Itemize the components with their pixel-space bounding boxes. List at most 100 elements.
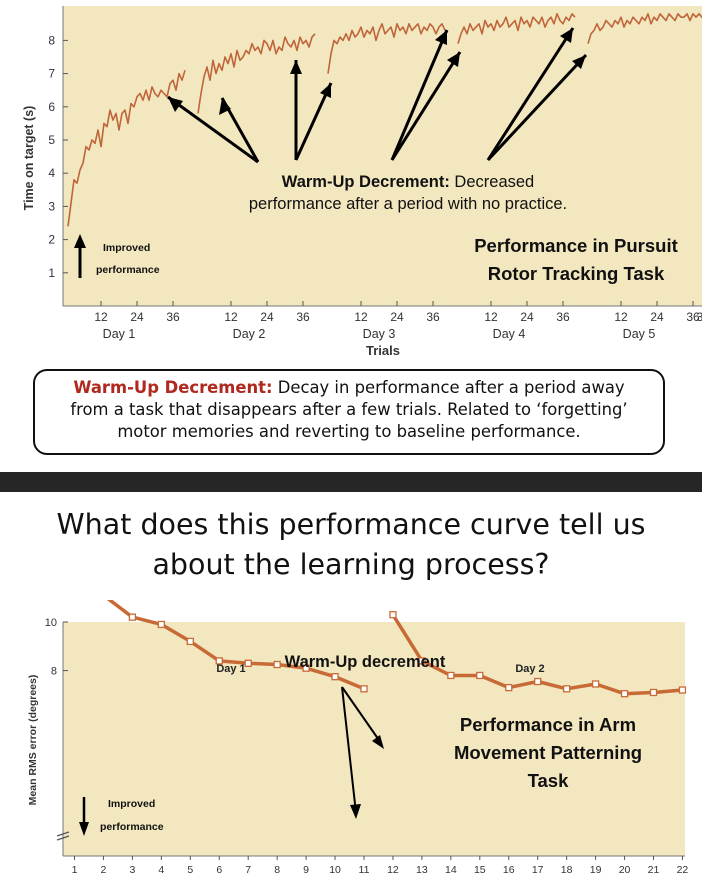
definition-box: Warm-Up Decrement: Decay in performance … (33, 369, 665, 455)
data-point-marker (186, 637, 194, 646)
annotation-text-line2: performance after a period with no pract… (249, 195, 567, 213)
x-tick-label: 1 (72, 864, 78, 876)
series-line-5 (587, 13, 702, 44)
data-point-marker (389, 611, 397, 619)
x-tick-label: 13 (416, 864, 428, 876)
day1-label: Day 1 (216, 663, 245, 675)
data-point-marker (302, 664, 310, 672)
plot-area (63, 6, 702, 306)
data-point-marker (678, 686, 687, 694)
x-tick-label: 2 (101, 864, 107, 876)
y-tick-label: 5 (48, 133, 55, 147)
x-tick-label: 6 (216, 864, 222, 876)
data-point-marker (534, 677, 542, 686)
x-tick-label: 36 (296, 310, 310, 324)
data-point-marker (591, 680, 600, 688)
x-tick-label: 16 (503, 864, 515, 876)
task-title-2: Movement Patterning (454, 742, 642, 763)
x-tick-label: 4 (158, 864, 164, 876)
warmup-label: Warm-Up decrement (285, 653, 446, 671)
x-tick-label: 24 (520, 310, 534, 324)
data-point-marker (244, 659, 252, 667)
warmup-arrowheads (168, 28, 586, 115)
series-line-1 (67, 70, 186, 227)
series-line-2 (197, 33, 316, 114)
data-point-marker (563, 685, 571, 693)
x-tick-label: 18 (561, 864, 573, 876)
question-line-1: What does this performance curve tell us (56, 508, 646, 541)
data-point-marker (273, 660, 281, 669)
day-label: Day 4 (493, 327, 526, 341)
x-tick-label: 12 (387, 864, 399, 876)
x-tick-label: 20 (619, 864, 631, 876)
x-tick-label: 10 (329, 864, 341, 876)
improved-label-2: performance (96, 264, 160, 276)
plot-area (63, 622, 685, 856)
data-point-marker (360, 685, 368, 693)
x-tick-label-partial: 3 (697, 310, 702, 324)
question-line-2: about the learning process? (152, 548, 550, 581)
data-point-marker (157, 620, 166, 629)
x-tick-label: 12 (94, 310, 108, 324)
question-heading: What does this performance curve tell us… (0, 505, 702, 585)
day-label: Day 5 (623, 327, 656, 341)
x-tick-label: 36 (686, 310, 700, 324)
day-label: Day 1 (103, 327, 136, 341)
task-title: Performance in Arm (460, 714, 636, 735)
data-point-marker (505, 683, 513, 692)
arm-movement-chart: Mean RMS error (degrees) 8101214 1234567… (27, 600, 689, 876)
x-tick-label: 24 (130, 310, 144, 324)
day-label: Day 2 (233, 327, 266, 341)
x-tick-label: 8 (274, 864, 280, 876)
x-tick-label: 36 (426, 310, 440, 324)
y-tick-label: 8 (48, 33, 55, 47)
x-tick-label: 12 (354, 310, 368, 324)
improved-label-2: performance (100, 821, 164, 833)
x-tick-label: 9 (303, 864, 309, 876)
y-tick-label: 4 (48, 166, 55, 180)
data-point-marker (128, 613, 137, 621)
data-point-marker (215, 657, 223, 665)
y-tick-label: 3 (48, 199, 55, 213)
x-tick-label: 3 (129, 864, 135, 876)
annotation-text: Warm-Up Decrement: Decreased (282, 173, 534, 191)
y-axis-label: Mean RMS error (degrees) (27, 675, 39, 806)
x-axis-label: Trials (366, 343, 400, 358)
x-tick-label: 36 (166, 310, 180, 324)
task-title-2: Rotor Tracking Task (488, 263, 665, 284)
warmup-arrowheads (350, 735, 384, 819)
axis-break-icon (56, 831, 70, 841)
y-tick-label: 8 (51, 666, 57, 678)
day2-label: Day 2 (515, 663, 544, 675)
definition-term: Warm-Up Decrement: (73, 378, 273, 397)
x-tick-label: 24 (260, 310, 274, 324)
data-point-marker (649, 688, 658, 697)
data-point-marker (418, 657, 426, 665)
x-tick-label: 22 (677, 864, 689, 876)
data-point-marker (476, 671, 484, 680)
y-tick-label: 6 (48, 100, 55, 114)
x-tick-label: 11 (359, 864, 370, 876)
data-point-marker (620, 690, 629, 698)
data-point-marker (447, 671, 455, 680)
definition-line-1: Warm-Up Decrement: Decay in performance … (45, 377, 653, 399)
y-tick-label: 7 (48, 67, 55, 81)
x-tick-label: 17 (532, 864, 544, 876)
definition-line-2: from a task that disappears after a few … (70, 400, 628, 419)
x-tick-label: 19 (590, 864, 602, 876)
task-title-3: Task (528, 770, 570, 791)
x-tick-label: 12 (614, 310, 628, 324)
series-line-4 (457, 13, 576, 44)
x-tick-label: 15 (474, 864, 486, 876)
x-tick-label: 14 (445, 864, 457, 876)
x-tick-label: 24 (390, 310, 404, 324)
y-tick-label: 1 (48, 266, 55, 280)
x-tick-label: 7 (245, 864, 251, 876)
improved-label: Improved (108, 798, 155, 810)
y-tick-label: 2 (48, 233, 55, 247)
task-title: Performance in Pursuit (474, 235, 678, 256)
definition-line-1-rest: Decay in performance after a period away (272, 378, 625, 397)
x-tick-label: 36 (556, 310, 570, 324)
y-axis-label: Time on target (s) (22, 106, 36, 211)
